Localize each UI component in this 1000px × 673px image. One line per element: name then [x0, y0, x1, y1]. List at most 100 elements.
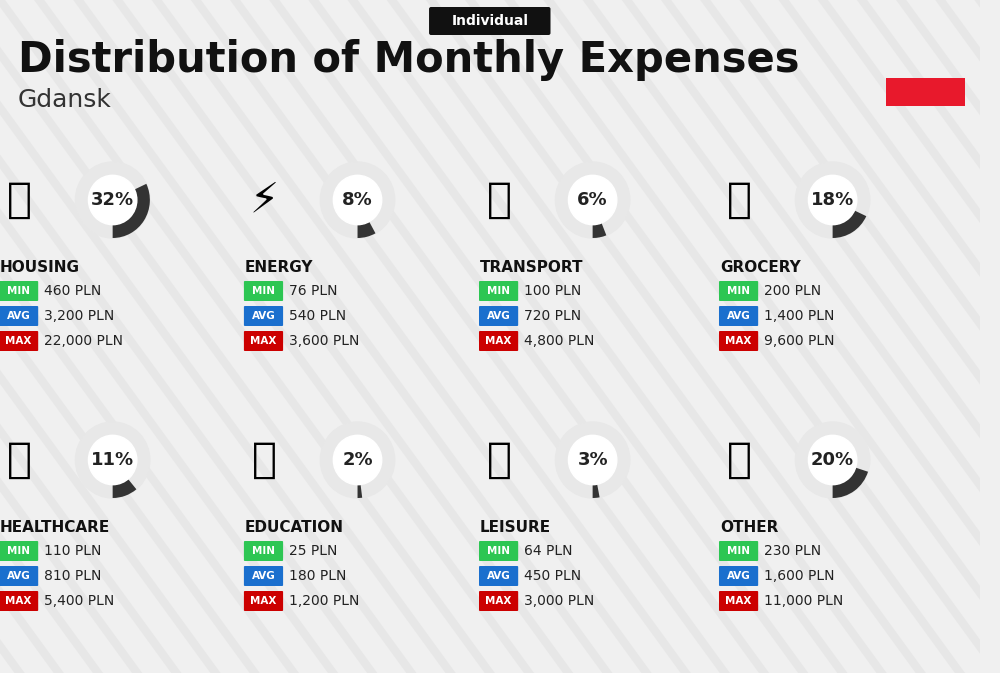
Circle shape — [555, 422, 630, 498]
FancyBboxPatch shape — [0, 591, 38, 611]
Wedge shape — [113, 184, 150, 238]
Text: MIN: MIN — [7, 546, 30, 556]
Text: AVG: AVG — [727, 571, 750, 581]
Text: 🛍️: 🛍️ — [487, 439, 512, 481]
Text: 180 PLN: 180 PLN — [289, 569, 346, 583]
Text: 🏢: 🏢 — [7, 179, 32, 221]
Text: AVG: AVG — [487, 571, 510, 581]
Text: 1,600 PLN: 1,600 PLN — [764, 569, 835, 583]
Text: MIN: MIN — [252, 546, 275, 556]
Text: AVG: AVG — [727, 311, 750, 321]
Text: 1,400 PLN: 1,400 PLN — [764, 309, 834, 323]
Circle shape — [795, 422, 870, 498]
Wedge shape — [593, 485, 600, 498]
Circle shape — [808, 435, 857, 485]
FancyBboxPatch shape — [244, 566, 283, 586]
Text: 110 PLN: 110 PLN — [44, 544, 101, 558]
Circle shape — [88, 175, 137, 225]
Text: MAX: MAX — [485, 596, 512, 606]
FancyBboxPatch shape — [719, 541, 758, 561]
FancyBboxPatch shape — [244, 331, 283, 351]
Text: Gdansk: Gdansk — [18, 88, 112, 112]
Text: MAX: MAX — [725, 596, 752, 606]
Text: 💰: 💰 — [727, 439, 752, 481]
FancyBboxPatch shape — [719, 306, 758, 326]
Text: MIN: MIN — [487, 546, 510, 556]
Text: HEALTHCARE: HEALTHCARE — [0, 520, 110, 535]
FancyBboxPatch shape — [719, 281, 758, 301]
FancyBboxPatch shape — [479, 281, 518, 301]
Text: 3,200 PLN: 3,200 PLN — [44, 309, 114, 323]
FancyBboxPatch shape — [244, 541, 283, 561]
Text: AVG: AVG — [252, 571, 275, 581]
Circle shape — [808, 175, 857, 225]
FancyBboxPatch shape — [0, 281, 38, 301]
Circle shape — [333, 435, 382, 485]
Wedge shape — [113, 479, 136, 498]
Text: 5,400 PLN: 5,400 PLN — [44, 594, 114, 608]
Text: Individual: Individual — [451, 14, 528, 28]
Text: EDUCATION: EDUCATION — [245, 520, 344, 535]
Circle shape — [568, 175, 617, 225]
Text: 🏥: 🏥 — [7, 439, 32, 481]
Wedge shape — [358, 485, 362, 498]
Text: AVG: AVG — [7, 571, 30, 581]
Text: MAX: MAX — [485, 336, 512, 346]
Wedge shape — [358, 221, 375, 238]
Text: 9,600 PLN: 9,600 PLN — [764, 334, 835, 348]
Text: TRANSPORT: TRANSPORT — [480, 260, 583, 275]
Text: 450 PLN: 450 PLN — [524, 569, 581, 583]
Text: AVG: AVG — [7, 311, 30, 321]
Text: AVG: AVG — [252, 311, 275, 321]
Text: AVG: AVG — [487, 311, 510, 321]
FancyBboxPatch shape — [244, 591, 283, 611]
Text: MIN: MIN — [727, 286, 750, 296]
Text: 🎓: 🎓 — [252, 439, 277, 481]
Text: 100 PLN: 100 PLN — [524, 284, 581, 298]
Text: 810 PLN: 810 PLN — [44, 569, 101, 583]
Circle shape — [555, 162, 630, 238]
Text: LEISURE: LEISURE — [480, 520, 551, 535]
Text: MIN: MIN — [487, 286, 510, 296]
FancyBboxPatch shape — [244, 281, 283, 301]
Text: MAX: MAX — [5, 336, 32, 346]
FancyBboxPatch shape — [0, 566, 38, 586]
FancyBboxPatch shape — [719, 591, 758, 611]
Text: 🛒: 🛒 — [727, 179, 752, 221]
Wedge shape — [833, 211, 866, 238]
Text: 4,800 PLN: 4,800 PLN — [524, 334, 594, 348]
Text: ENERGY: ENERGY — [245, 260, 313, 275]
Text: 540 PLN: 540 PLN — [289, 309, 346, 323]
Circle shape — [88, 435, 137, 485]
Text: 200 PLN: 200 PLN — [764, 284, 821, 298]
Text: 32%: 32% — [91, 191, 134, 209]
FancyBboxPatch shape — [719, 566, 758, 586]
Circle shape — [320, 422, 395, 498]
FancyBboxPatch shape — [0, 541, 38, 561]
Text: 20%: 20% — [811, 451, 854, 469]
Text: 3%: 3% — [577, 451, 608, 469]
Wedge shape — [593, 223, 606, 238]
Text: MAX: MAX — [725, 336, 752, 346]
FancyBboxPatch shape — [0, 331, 38, 351]
Text: 3,000 PLN: 3,000 PLN — [524, 594, 594, 608]
Text: 720 PLN: 720 PLN — [524, 309, 581, 323]
FancyBboxPatch shape — [429, 7, 551, 35]
Text: 8%: 8% — [342, 191, 373, 209]
Text: MIN: MIN — [252, 286, 275, 296]
Text: 3,600 PLN: 3,600 PLN — [289, 334, 359, 348]
Text: 230 PLN: 230 PLN — [764, 544, 821, 558]
Text: MIN: MIN — [727, 546, 750, 556]
Text: GROCERY: GROCERY — [720, 260, 801, 275]
FancyBboxPatch shape — [479, 566, 518, 586]
Text: MAX: MAX — [250, 596, 277, 606]
Circle shape — [75, 422, 150, 498]
FancyBboxPatch shape — [479, 591, 518, 611]
Circle shape — [795, 162, 870, 238]
Text: 2%: 2% — [342, 451, 373, 469]
Text: Distribution of Monthly Expenses: Distribution of Monthly Expenses — [18, 39, 799, 81]
Circle shape — [320, 162, 395, 238]
FancyBboxPatch shape — [244, 306, 283, 326]
Wedge shape — [833, 468, 868, 498]
FancyBboxPatch shape — [479, 541, 518, 561]
